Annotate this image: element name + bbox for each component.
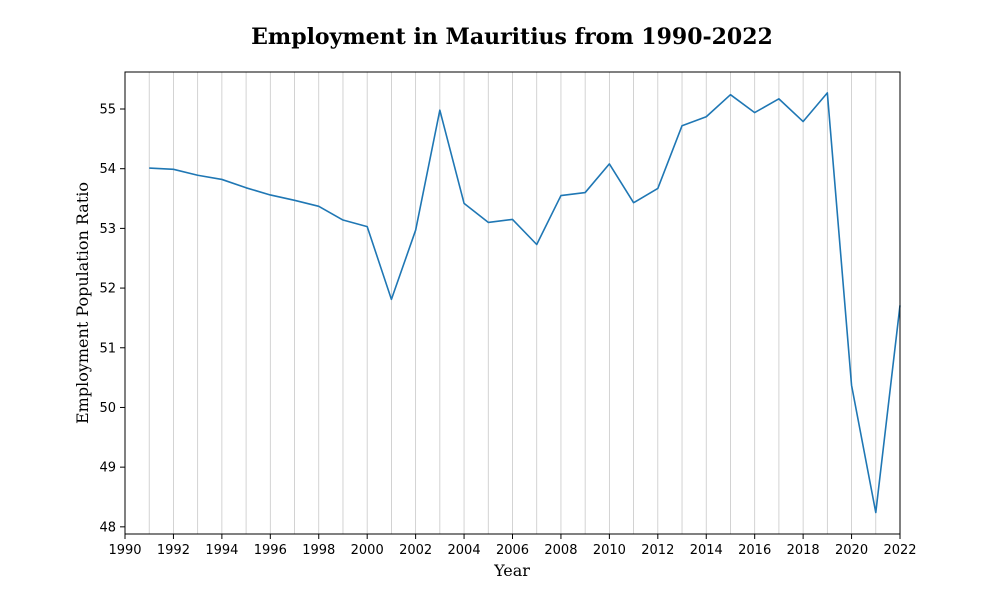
x-tick-label: 1990 bbox=[108, 543, 141, 558]
y-tick-label: 52 bbox=[99, 282, 116, 297]
x-tick-label: 1998 bbox=[302, 543, 335, 558]
x-tick-label: 2008 bbox=[544, 543, 577, 558]
x-tick-label: 2016 bbox=[738, 543, 771, 558]
chart-title: Employment in Mauritius from 1990-2022 bbox=[251, 24, 773, 50]
x-tick-label: 2002 bbox=[399, 543, 432, 558]
y-axis-label: Employment Population Ratio bbox=[73, 182, 92, 424]
y-tick-label: 54 bbox=[99, 162, 116, 177]
y-axis-ticks: 48 49 50 51 52 53 54 55 bbox=[99, 103, 125, 535]
y-tick-label: 50 bbox=[99, 401, 116, 416]
x-tick-label: 2020 bbox=[835, 543, 868, 558]
x-tick-label: 1996 bbox=[254, 543, 287, 558]
x-tick-label: 2018 bbox=[787, 543, 820, 558]
x-tick-label: 2012 bbox=[641, 543, 674, 558]
grid bbox=[124, 72, 901, 534]
x-axis-ticks: 1990 1992 1994 1996 1998 2000 2002 2004 2006 2008… bbox=[108, 534, 917, 558]
x-tick-label: 2022 bbox=[883, 543, 916, 558]
y-tick-label: 55 bbox=[99, 103, 116, 118]
y-tick-label: 48 bbox=[99, 520, 116, 535]
series-line bbox=[149, 92, 901, 514]
x-tick-label: 2010 bbox=[593, 543, 626, 558]
y-tick-label: 51 bbox=[99, 341, 116, 356]
x-tick-label: 1994 bbox=[205, 543, 238, 558]
y-tick-label: 53 bbox=[99, 222, 116, 237]
x-tick-label: 2000 bbox=[351, 543, 384, 558]
x-tick-label: 2004 bbox=[448, 543, 481, 558]
x-tick-label: 2014 bbox=[690, 543, 723, 558]
x-axis-label: Year bbox=[493, 561, 530, 580]
x-tick-label: 2006 bbox=[496, 543, 529, 558]
x-tick-label: 1992 bbox=[157, 543, 190, 558]
y-tick-label: 49 bbox=[99, 461, 116, 476]
